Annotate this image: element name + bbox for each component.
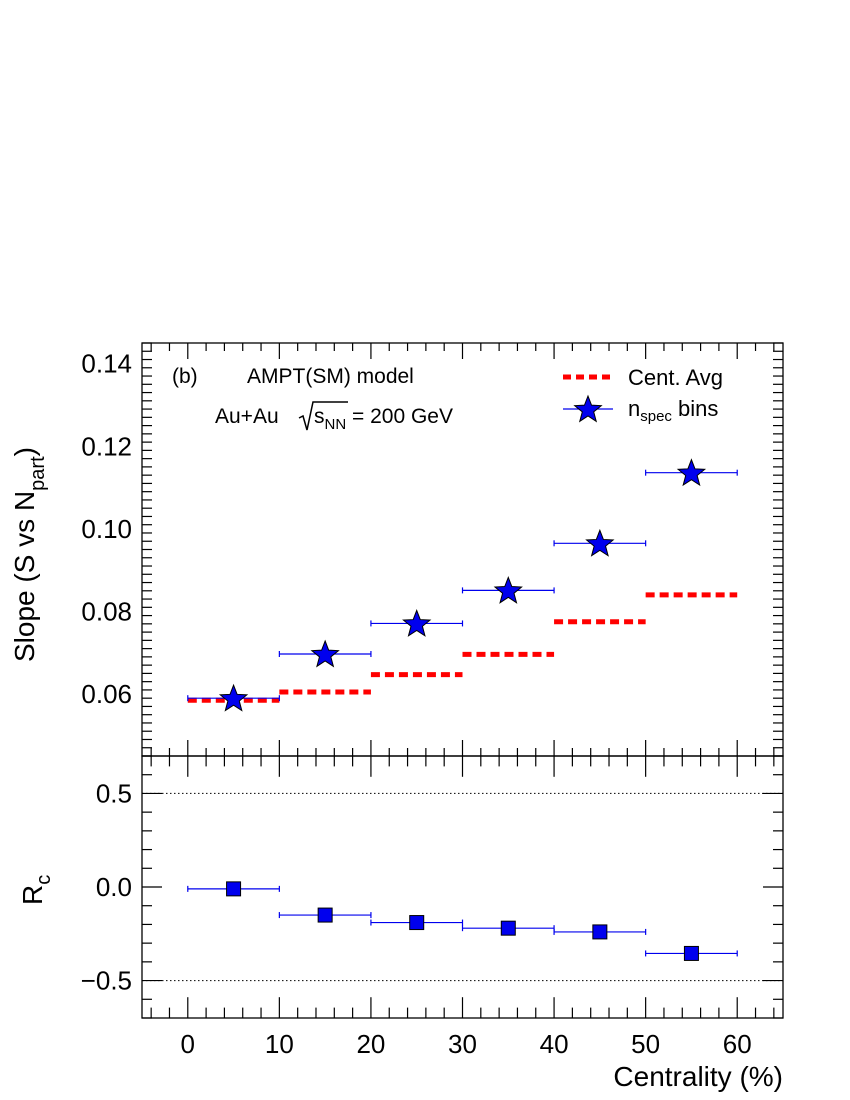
reference-lines bbox=[142, 792, 783, 982]
top-y-tick-label: 0.08 bbox=[81, 596, 132, 626]
top-y-tick-label: 0.12 bbox=[81, 431, 132, 461]
panel-label: (b) bbox=[172, 365, 198, 388]
rc-square-point bbox=[409, 915, 425, 931]
legend-nspec-star bbox=[573, 394, 603, 423]
bottom-y-axis-title: Rc bbox=[17, 875, 55, 905]
nspec-star-point bbox=[310, 639, 340, 668]
bottom-axis-ticks bbox=[142, 755, 783, 1019]
nspec-star-point bbox=[493, 576, 523, 604]
x-tick-label: 0 bbox=[181, 1029, 195, 1059]
x-tick-labels: 0 10 20 30 40 50 60 bbox=[181, 1029, 752, 1059]
nspec-star-point bbox=[585, 528, 615, 557]
system-label: Au+Au bbox=[215, 405, 279, 428]
top-y-tick-label: 0.06 bbox=[81, 679, 132, 709]
legend-cent-avg-label: Cent. Avg bbox=[628, 365, 723, 390]
top-y-tick-labels: 0.06 0.08 0.10 0.12 0.14 bbox=[81, 349, 132, 709]
x-tick-label: 10 bbox=[265, 1029, 294, 1059]
bottom-y-tick-label: 0.5 bbox=[96, 778, 132, 808]
rc-square-point bbox=[500, 920, 516, 936]
bottom-series-marks bbox=[187, 881, 738, 961]
legend: Cent. Avg nspec bins bbox=[563, 365, 723, 425]
top-series-marks bbox=[187, 458, 738, 712]
rc-square-point bbox=[317, 907, 333, 923]
x-tick-label: 50 bbox=[631, 1029, 660, 1059]
top-y-axis-title: Slope (S vs Npart) bbox=[9, 447, 49, 662]
nspec-star-point bbox=[676, 458, 707, 487]
nspec-star-point bbox=[218, 683, 249, 712]
nspec-star-point bbox=[402, 609, 432, 637]
model-label: AMPT(SM) model bbox=[247, 365, 414, 388]
bottom-y-tick-labels: −0.5 0.0 0.5 bbox=[81, 778, 132, 995]
x-tick-label: 20 bbox=[356, 1029, 385, 1059]
bottom-y-tick-label: 0.0 bbox=[96, 872, 132, 902]
top-y-tick-label: 0.14 bbox=[81, 349, 132, 379]
x-tick-label: 60 bbox=[723, 1029, 752, 1059]
x-tick-label: 40 bbox=[540, 1029, 569, 1059]
bottom-y-tick-label: −0.5 bbox=[81, 966, 132, 996]
rc-square-point bbox=[683, 945, 699, 961]
legend-nspec-label: nspec bins bbox=[628, 396, 718, 425]
system-energy-label: sNN = 200 GeV bbox=[314, 405, 453, 433]
rc-square-point bbox=[226, 881, 242, 897]
sqrt-sign bbox=[298, 401, 348, 431]
x-axis-title: Centrality (%) bbox=[613, 1061, 783, 1092]
x-tick-label: 30 bbox=[448, 1029, 477, 1059]
rc-square-point bbox=[592, 924, 608, 940]
top-y-tick-label: 0.10 bbox=[81, 514, 132, 544]
